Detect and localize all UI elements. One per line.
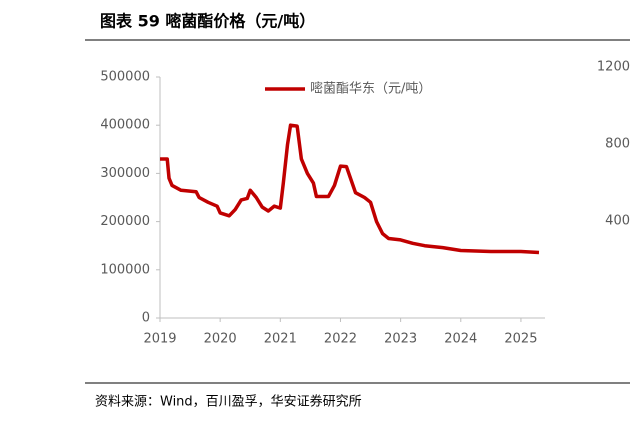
price-line [160, 123, 540, 255]
y-tick-label: 400000 [100, 118, 150, 133]
x-tick-label: 2020 [204, 332, 237, 347]
y-tick-label: 0 [142, 311, 150, 326]
y-tick-label: 100000 [100, 262, 150, 277]
x-tick-label: 2019 [143, 332, 176, 347]
source-note: 资料来源：Wind，百川盈孚，华安证券研究所 [95, 394, 362, 410]
legend-label: 嘧菌酯华东（元/吨） [310, 82, 431, 97]
y-tick-label: 300000 [100, 166, 150, 181]
x-tick-label: 2023 [384, 332, 417, 347]
y-tick-label: 1200 [597, 60, 630, 75]
y-tick-label: 200000 [100, 214, 150, 229]
y-tick-label: 800 [605, 137, 630, 152]
x-tick-label: 2021 [264, 332, 297, 347]
x-tick-label: 2025 [504, 332, 537, 347]
y-tick-label: 400 [605, 214, 630, 229]
figure-title: 图表 59 嘧菌酯价格（元/吨） [100, 12, 315, 31]
x-tick-label: 2022 [324, 332, 357, 347]
x-tick-label: 2024 [444, 332, 477, 347]
y-tick-label: 500000 [100, 70, 150, 85]
